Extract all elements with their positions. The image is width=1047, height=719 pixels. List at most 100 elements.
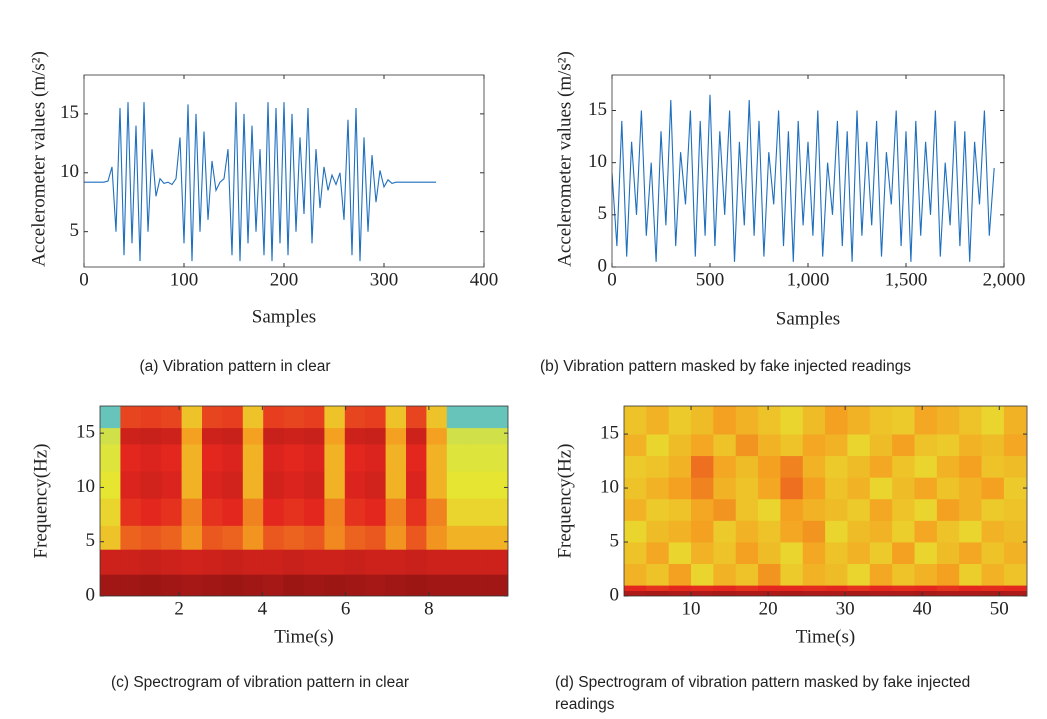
heatmap-cell — [691, 498, 714, 521]
y-tick-label: 5 — [70, 220, 80, 241]
heatmap-cell — [242, 427, 264, 445]
heatmap-cell — [202, 427, 223, 445]
heatmap-cell — [892, 585, 915, 592]
heatmap-cell — [263, 574, 284, 596]
heatmap-cell — [646, 498, 670, 521]
heatmap-cell — [959, 520, 982, 543]
heatmap-cell — [713, 542, 737, 565]
heatmap-cell — [825, 406, 848, 435]
heatmap-cell — [426, 549, 448, 575]
heatmap-cell — [120, 574, 142, 596]
heatmap-cell — [780, 406, 804, 435]
heatmap-cell — [446, 574, 468, 596]
heatmap-cell — [263, 406, 284, 429]
x-tick-label: 2 — [174, 598, 184, 619]
heatmap-cell — [161, 574, 182, 596]
x-tick-label: 300 — [370, 269, 399, 290]
heatmap-cell — [802, 477, 826, 500]
heatmap-cell — [263, 427, 284, 445]
heatmap-cell — [758, 434, 781, 457]
heatmap-cell — [758, 477, 781, 500]
heatmap-cell — [385, 498, 407, 526]
heatmap-cell — [304, 498, 325, 526]
x-tick-label: 0 — [79, 269, 89, 290]
heatmap-cell — [735, 455, 759, 478]
x-tick-label: 8 — [424, 598, 434, 619]
heatmap-cell — [825, 498, 848, 521]
heatmap-cell — [242, 525, 264, 550]
heatmap-cell — [304, 574, 325, 596]
heatmap-cell — [263, 444, 284, 472]
axes-frame — [99, 405, 509, 597]
heatmap-cell — [869, 520, 893, 543]
heatmap-cell — [847, 542, 871, 565]
heatmap-cell — [406, 574, 427, 596]
heatmap-cell — [735, 406, 759, 435]
heatmap-cell — [668, 406, 692, 435]
heatmap-cell — [446, 427, 468, 445]
x-tick-label: 6 — [341, 598, 351, 619]
heatmap-cell — [344, 549, 366, 575]
heatmap-cell — [181, 498, 203, 526]
heatmap-cell — [487, 498, 508, 526]
heatmap-cell — [140, 444, 162, 472]
heatmap-cell — [646, 590, 670, 596]
heatmap-cell — [624, 406, 647, 435]
x-tick-label: 500 — [696, 269, 725, 290]
heatmap-cell — [161, 498, 182, 526]
heatmap-cell — [825, 477, 848, 500]
heatmap-cell — [263, 498, 284, 526]
heatmap-cell — [202, 525, 223, 550]
heatmap-cell — [406, 444, 427, 472]
heatmap-cell — [624, 477, 647, 500]
y-axis-label: Frequency(Hz) — [554, 443, 575, 558]
heatmap-cell — [120, 427, 142, 445]
heatmap-cell — [981, 563, 1005, 586]
x-tick-label: 50 — [990, 598, 1009, 619]
heatmap-cell — [869, 406, 893, 435]
heatmap-cell — [304, 444, 325, 472]
heatmap-cell — [344, 427, 366, 445]
heatmap-cell — [140, 471, 162, 499]
heatmap-cell — [446, 406, 468, 429]
heatmap-cell — [914, 434, 938, 457]
heatmap-cell — [181, 525, 203, 550]
y-tick-label: 10 — [600, 476, 619, 497]
heatmap-cell — [344, 574, 366, 596]
x-tick-label: 10 — [682, 598, 701, 619]
heatmap-cell — [869, 498, 893, 521]
heatmap-cell — [936, 498, 960, 521]
heatmap-cell — [100, 574, 121, 596]
heatmap-cell — [426, 525, 448, 550]
heatmap-cell — [981, 455, 1005, 478]
heatmap-cell — [222, 525, 244, 550]
heatmap-cell — [1003, 477, 1027, 500]
heatmap-cell — [365, 444, 386, 472]
heatmap-cell — [668, 585, 692, 592]
heatmap-cell — [140, 406, 162, 429]
heatmap-cell — [780, 477, 804, 500]
heatmap-cell — [242, 574, 264, 596]
heatmap-cell — [467, 498, 488, 526]
heatmap-cell — [936, 563, 960, 586]
plot-area — [612, 94, 995, 262]
heatmap-cell — [406, 427, 427, 445]
heatmap-cell — [936, 477, 960, 500]
heatmap-cell — [936, 434, 960, 457]
heatmap-cell — [892, 477, 915, 500]
heatmap-cell — [802, 585, 826, 592]
heatmap-cell — [487, 525, 508, 550]
heatmap-cell — [802, 542, 826, 565]
heatmap-cell — [222, 406, 244, 429]
heatmap-cell — [242, 549, 264, 575]
heatmap-cell — [140, 549, 162, 575]
heatmap-cell — [426, 427, 448, 445]
heatmap-cell — [825, 434, 848, 457]
heatmap-cell — [780, 498, 804, 521]
heatmap-cell — [446, 471, 468, 499]
heatmap-cell — [120, 471, 142, 499]
heatmap-cell — [222, 574, 244, 596]
heatmap-cell — [959, 498, 982, 521]
heatmap-cell — [825, 520, 848, 543]
heatmap-cell — [847, 434, 871, 457]
